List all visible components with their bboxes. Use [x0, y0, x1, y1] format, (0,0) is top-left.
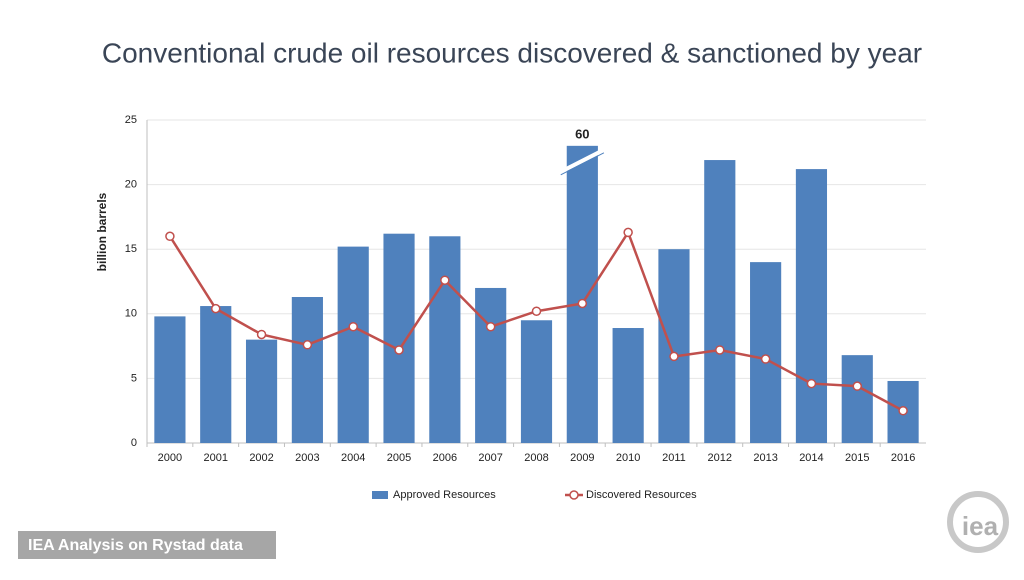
axis-break — [559, 148, 605, 174]
legend-label: Approved Resources — [393, 489, 496, 501]
marker — [256, 329, 267, 340]
y-tick-label: 25 — [125, 114, 137, 126]
marker — [394, 345, 404, 355]
marker — [302, 340, 313, 350]
bar — [795, 169, 828, 443]
marker — [210, 303, 221, 314]
legend-label: Discovered Resources — [586, 489, 697, 501]
x-tick-label: 2000 — [158, 452, 182, 464]
logo-ring — [947, 491, 1009, 553]
marker — [898, 405, 908, 416]
x-tick-label: 2015 — [845, 452, 869, 464]
y-tick-label: 20 — [125, 179, 137, 191]
bar — [750, 262, 782, 443]
bar — [475, 287, 507, 443]
y-tick-label: 5 — [131, 372, 137, 384]
legend-marker — [569, 490, 579, 500]
source-box — [18, 531, 276, 559]
x-tick-label: 2003 — [295, 452, 319, 464]
bar — [612, 328, 644, 443]
marker — [577, 298, 588, 309]
bar — [841, 355, 873, 443]
data-label: 60 — [575, 126, 589, 141]
marker — [348, 321, 358, 332]
logo: iea — [962, 511, 999, 541]
marker — [760, 354, 771, 364]
bar — [337, 246, 369, 443]
marker — [440, 275, 450, 285]
source-note: IEA Analysis on Rystad data — [28, 537, 243, 554]
x-tick-label: 2013 — [753, 452, 777, 464]
y-tick-label: 0 — [131, 437, 137, 449]
x-tick-label: 2006 — [433, 452, 457, 464]
marker — [852, 381, 863, 391]
bar — [520, 320, 553, 443]
x-tick-label: 2010 — [616, 452, 640, 464]
axis-break-edge — [560, 152, 605, 176]
bar — [658, 249, 690, 443]
bar — [704, 160, 736, 443]
x-tick-label: 2009 — [570, 452, 594, 464]
x-tick-label: 2007 — [478, 452, 502, 464]
x-tick-label: 2005 — [387, 452, 411, 464]
x-tick-label: 2014 — [799, 452, 823, 464]
legend-swatch — [372, 491, 388, 499]
bar — [154, 316, 186, 443]
y-axis-label: billion barrels — [95, 192, 109, 271]
x-tick-label: 2011 — [662, 452, 686, 464]
bar — [291, 297, 323, 443]
marker — [623, 227, 633, 238]
x-tick-label: 2016 — [891, 452, 915, 464]
bar — [245, 339, 278, 443]
x-tick-label: 2002 — [249, 452, 273, 464]
bar — [200, 306, 232, 443]
y-tick-label: 15 — [125, 243, 137, 255]
x-tick-label: 2012 — [708, 452, 732, 464]
bar — [429, 236, 461, 443]
marker — [485, 321, 496, 332]
marker — [669, 351, 679, 362]
marker — [806, 378, 817, 389]
chart-title: Conventional crude oil resources discove… — [102, 37, 922, 68]
marker — [531, 306, 542, 316]
x-tick-label: 2004 — [341, 452, 365, 464]
marker — [165, 231, 175, 242]
x-tick-label: 2001 — [203, 452, 227, 464]
marker — [715, 345, 725, 355]
bar — [383, 233, 415, 443]
x-tick-label: 2008 — [524, 452, 548, 464]
y-tick-label: 10 — [125, 308, 137, 320]
bar — [566, 145, 598, 443]
